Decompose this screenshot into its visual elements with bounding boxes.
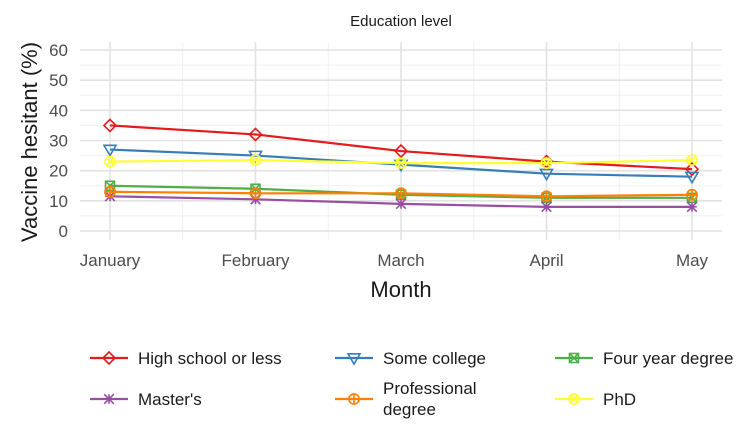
legend-item-some-college: Some college [335,349,486,368]
data-point-professional-degree [104,185,116,198]
data-point-some-college [102,144,118,158]
x-axis-ticks: January February March April May [80,251,709,270]
x-tick-label: April [529,251,563,270]
data-point-master-s [541,201,552,213]
facet-title: Education level [350,13,452,30]
legend-label: PhD [603,390,636,409]
data-point-phd [540,157,553,170]
series-line-some-college [109,148,693,178]
legend-marker [346,352,362,366]
x-axis-title: Month [370,277,431,302]
legend-marker [568,393,580,405]
x-tick-label: January [80,251,141,270]
legend-item-professional-degree: Professional degree [335,379,477,419]
series-line-high-school-or-less [109,124,693,171]
x-tick-label: March [377,251,424,270]
legend-item-phd: PhD [555,390,636,409]
x-tick-label: May [676,251,709,270]
legend-item-four-year-degree: Four year degree [555,349,733,368]
data-point-professional-degree [540,190,553,203]
legend: High school or less Some college Four year… [90,349,733,419]
x-tick-label: February [221,251,290,270]
y-tick-label: 0 [59,222,68,241]
legend-label: Some college [383,349,486,368]
series-phd [104,154,698,170]
grid [80,42,722,240]
data-point-professional-degree [249,187,262,200]
data-point-high-school-or-less [102,118,118,133]
legend-item-high-school-or-less: High school or less [90,349,282,368]
data-point-phd [686,154,698,167]
legend-item-master-s: Master's [90,390,202,409]
data-point-some-college [539,168,554,182]
legend-marker [103,393,115,405]
series-professional-degree [104,185,698,203]
y-axis-title: Vaccine hesitant (%) [17,42,42,242]
data-point-master-s [686,201,698,213]
y-tick-label: 40 [49,101,68,120]
series-layer [102,118,700,213]
data-point-high-school-or-less [248,127,263,142]
data-point-high-school-or-less [684,162,700,177]
data-point-master-s [250,193,261,205]
y-tick-label: 20 [49,162,68,181]
y-tick-label: 10 [49,192,68,211]
legend-label: Master's [138,390,202,409]
legend-label: Four year degree [603,349,733,368]
y-tick-label: 50 [49,71,68,90]
legend-label: Professional degree [383,379,477,419]
data-point-high-school-or-less [393,143,409,159]
data-point-professional-degree [686,188,698,201]
data-point-master-s [395,198,407,210]
data-point-phd [395,157,407,170]
data-point-professional-degree [395,187,407,200]
legend-marker [568,352,580,364]
legend-label: High school or less [138,349,282,368]
data-point-phd [249,154,262,167]
y-tick-label: 60 [49,41,68,60]
data-point-some-college [684,171,700,185]
y-tick-label: 30 [49,132,68,151]
y-axis-ticks: 0 10 20 30 40 50 60 [49,41,68,241]
legend-marker [101,350,117,366]
legend-marker [348,393,360,405]
data-point-phd [104,155,116,168]
